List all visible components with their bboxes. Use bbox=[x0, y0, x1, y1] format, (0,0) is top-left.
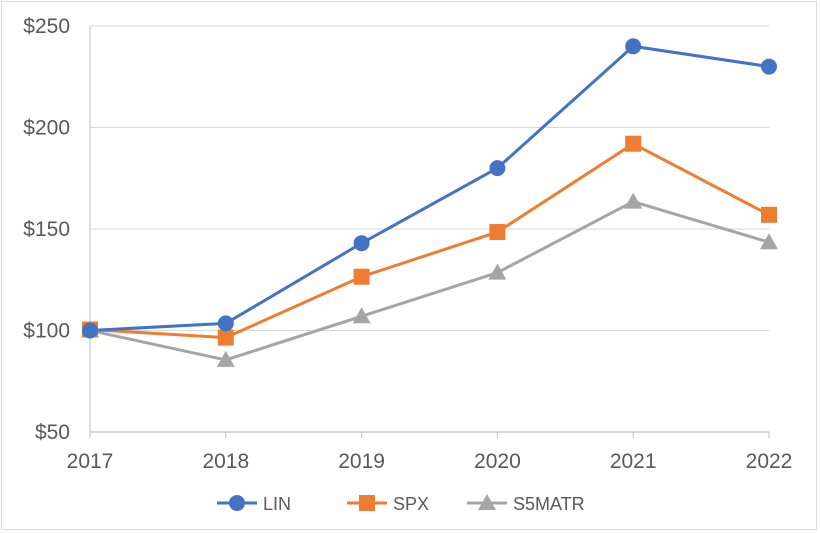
legend-marker-spx bbox=[359, 495, 375, 511]
y-tick-label-200: $200 bbox=[23, 117, 70, 140]
series-s5matr bbox=[81, 192, 778, 367]
legend-item-lin: LIN bbox=[217, 494, 291, 514]
data-point-lin-2017 bbox=[82, 322, 98, 339]
legend-label-lin: LIN bbox=[263, 494, 291, 514]
data-point-lin-2021 bbox=[625, 38, 642, 55]
x-tick-label-2021: 2021 bbox=[610, 450, 657, 473]
legend-marker-s5matr bbox=[478, 494, 496, 510]
data-point-s5matr-2018 bbox=[216, 350, 235, 367]
data-point-s5matr-2020 bbox=[488, 263, 507, 280]
x-tick-label-2020: 2020 bbox=[474, 450, 521, 473]
data-point-spx-2020 bbox=[489, 224, 506, 241]
series-lin bbox=[82, 38, 777, 339]
axes bbox=[89, 26, 770, 438]
series-layer bbox=[81, 38, 778, 367]
x-tick-label-2018: 2018 bbox=[202, 450, 249, 473]
series-line-spx bbox=[89, 142, 770, 340]
data-point-s5matr-2019 bbox=[352, 307, 371, 324]
gridlines bbox=[90, 25, 769, 331]
y-tick-label-100: $100 bbox=[23, 320, 70, 343]
x-tick-label-2017: 2017 bbox=[67, 450, 114, 473]
x-tick-label-2019: 2019 bbox=[338, 450, 385, 473]
y-tick-label-50: $50 bbox=[35, 421, 70, 444]
legend-label-spx: SPX bbox=[393, 494, 429, 514]
series-spx bbox=[82, 135, 777, 346]
data-point-lin-2022 bbox=[761, 58, 777, 75]
legend-item-s5matr: S5MATR bbox=[467, 494, 585, 514]
data-point-lin-2018 bbox=[217, 315, 234, 332]
y-tick-label-150: $150 bbox=[23, 218, 70, 241]
x-tick-label-2022: 2022 bbox=[746, 450, 793, 473]
tick-labels: $50 $100 $150 $200 $250 2017 2018 2019 2020 2021 2… bbox=[23, 15, 792, 473]
data-point-spx-2018 bbox=[217, 329, 234, 346]
data-point-lin-2020 bbox=[489, 160, 506, 177]
data-point-s5matr-2021 bbox=[624, 192, 643, 209]
legend-label-s5matr: S5MATR bbox=[513, 494, 585, 514]
legend-item-spx: SPX bbox=[347, 494, 429, 514]
legend-marker-lin bbox=[229, 495, 245, 511]
data-point-s5matr-2022 bbox=[760, 233, 778, 250]
data-point-spx-2019 bbox=[353, 268, 370, 285]
legend: LIN SPX S5MATR bbox=[217, 494, 585, 514]
data-point-spx-2021 bbox=[625, 135, 642, 152]
series-line-lin bbox=[89, 44, 770, 332]
series-line-s5matr bbox=[89, 200, 770, 362]
data-point-lin-2019 bbox=[353, 235, 370, 252]
y-tick-label-250: $250 bbox=[23, 15, 70, 38]
data-point-spx-2022 bbox=[761, 206, 777, 223]
